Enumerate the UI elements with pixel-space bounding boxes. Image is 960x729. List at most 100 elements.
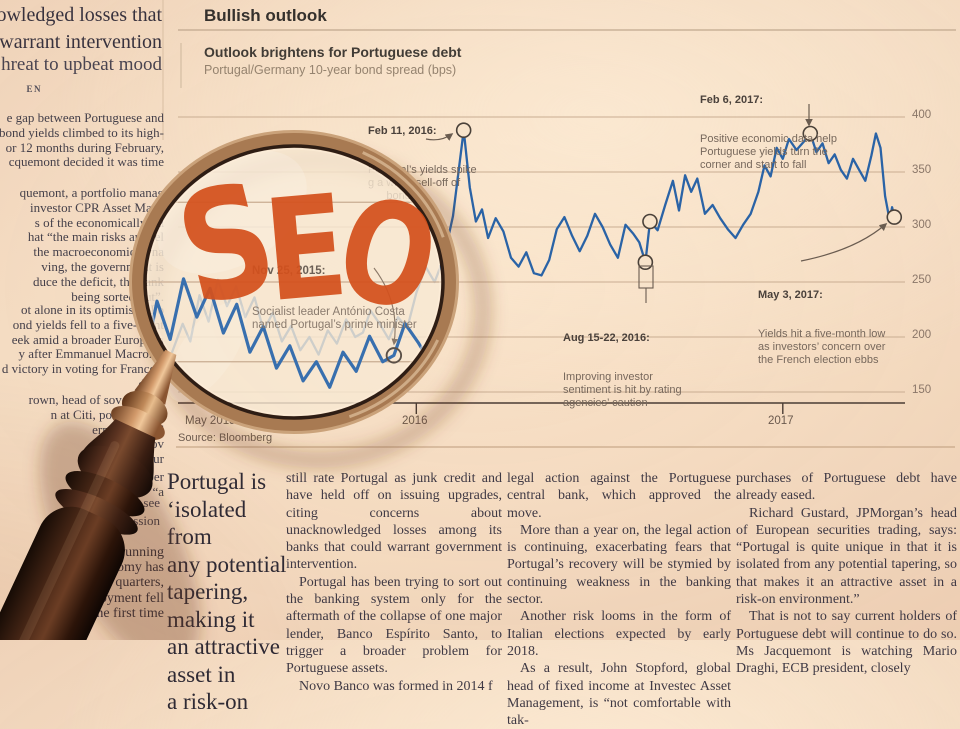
left-headline: knowledged losses that warrant interventi… <box>0 2 162 56</box>
ytick-150: 150 <box>912 384 932 396</box>
paragraph: still rate Portugal as junk credit and h… <box>286 471 502 573</box>
article-col-3: legal action against the Portuguese cent… <box>507 470 731 729</box>
body-line: ot alone in its optimism. Po <box>20 302 164 317</box>
paragraph: That is not to say current holders of Po… <box>736 609 957 677</box>
body-line: d victory in voting for France’s <box>1 361 164 377</box>
body-line: investor CPR Asset Mana <box>30 199 164 215</box>
headline-line: knowledged losses that <box>0 4 162 26</box>
paragraph: legal action against the Portuguese cent… <box>507 471 731 521</box>
body-line: economy has <box>90 560 164 576</box>
byline: EN <box>26 84 42 94</box>
body-line: hat “the main risks are bel <box>27 229 164 245</box>
headline-line: tapering, <box>167 579 249 604</box>
left-body-a: e gap between Portuguese and bond yields … <box>0 110 164 170</box>
annotation-line: sentiment is hit by rating <box>563 384 682 396</box>
headline-line: asset in <box>167 661 236 687</box>
body-line: ond yields fell to a five-mont <box>12 316 164 332</box>
marker-aug-dip-high <box>642 213 658 230</box>
body-line: s of the economically fra <box>34 214 164 230</box>
annotation-line: agencies’ caution <box>563 397 648 409</box>
annotation-date: Feb 11, 2016: <box>368 125 437 137</box>
body-line: ving, the government is <box>41 258 164 274</box>
annotation-aug: Aug 15-22, 2016: Improving investor senti… <box>563 306 682 436</box>
paragraph: Novo Banco was formed in 2014 f <box>299 678 493 694</box>
body-line: quemont, a portfolio manag <box>19 185 164 200</box>
ytick-250: 250 <box>912 274 932 286</box>
ytick-400: 400 <box>912 109 932 121</box>
body-line: zone sov <box>118 436 164 452</box>
annotation-date: May 3, 2017: <box>758 289 823 301</box>
annotation-line: Portuguese yields turn the <box>700 146 828 158</box>
body-line: n at Citi, points out th <box>50 406 164 422</box>
source-label: Source: Bloomberg <box>178 432 273 444</box>
marker-may3-low <box>886 209 903 225</box>
marker-aug-dip-low <box>637 254 654 271</box>
body-line: ernment bond <box>92 421 164 437</box>
xlabel-2017: 2017 <box>768 415 794 427</box>
section-title: Bullish outlook <box>204 6 327 25</box>
paragraph: purchases of Portuguese debt have alread… <box>736 471 957 504</box>
headline-line: warrant intervention <box>0 31 162 53</box>
body-line: bond yields climbed to its high- <box>0 124 164 140</box>
body-fragment: see <box>143 495 160 510</box>
left-body-f: is running economy has straight quarters, u… <box>0 545 164 621</box>
paragraph: More than a year on, the legal action is… <box>507 522 731 608</box>
body-line: ive retur <box>120 451 164 467</box>
annotation-line: Improving investor <box>563 371 653 383</box>
deck-line: hreat to upbeat mood <box>1 54 162 75</box>
body-line: digits for the first time <box>38 605 164 621</box>
ytick-350: 350 <box>912 164 932 176</box>
paragraph: Portugal has been trying to sort out the… <box>286 574 502 677</box>
article-headline: Portugal is ‘isolated from any potential ta… <box>167 468 292 716</box>
body-line: is running <box>107 545 164 560</box>
headline-line: ‘isolated from <box>167 496 247 550</box>
aug-dip-box <box>638 265 654 289</box>
headline-line: an attractive <box>167 634 281 659</box>
xlabel-2016: 2016 <box>402 415 428 427</box>
body-line: rown, head of sovereign d <box>28 392 164 407</box>
body-line: e gap between Portuguese and <box>6 110 164 125</box>
body-line: y after Emmanuel Macron’s <box>18 346 164 362</box>
ytick-200: 200 <box>912 329 932 341</box>
annotation-date: Feb 6, 2017: <box>700 94 763 106</box>
paragraph: Richard Gustard, JPMorgan’s head of Euro… <box>736 505 957 608</box>
annotation-may3: May 3, 2017: Yields hit a five-month low… <box>758 263 885 393</box>
body-line: cquemont decided it was time <box>8 154 164 170</box>
left-body-b: quemont, a portfolio manag investor CPR A… <box>0 185 164 304</box>
body-fragment: ression <box>123 513 160 528</box>
paragraph: As a result, John Stopford, global head … <box>507 661 731 729</box>
article-col-4: purchases of Portuguese debt have alread… <box>736 470 957 678</box>
annotation-line: the French election ebbs <box>758 354 879 366</box>
chart-subtitle: Portugal/Germany 10-year bond spread (bp… <box>204 63 457 77</box>
left-deck: hreat to upbeat mood <box>0 53 162 77</box>
annotation-line: Yields hit a five-month low <box>758 328 886 340</box>
body-line: 5.9 per <box>127 469 164 484</box>
x-axis <box>178 402 905 414</box>
body-line: eek amid a broader European <box>11 331 164 347</box>
paragraph: Another risk looms in the form of Italia… <box>507 609 731 659</box>
body-line: duce the deficit, the bank <box>32 273 164 289</box>
headline-line: a risk-on <box>167 689 249 714</box>
article-col-2: still rate Portugal as junk credit and h… <box>286 470 502 695</box>
chart-title: Outlook brightens for Portuguese debt <box>204 44 462 60</box>
body-line: straight quarters, <box>69 575 164 591</box>
left-body-c: ot alone in its optimism. Po ond yields f… <box>0 302 164 392</box>
headline-line: making it <box>167 606 255 632</box>
may3-arrow <box>800 222 888 262</box>
body-line: dent. <box>138 375 164 391</box>
annotation-date: Aug 15-22, 2016: <box>563 332 650 344</box>
headline-line: Portugal is <box>167 469 267 494</box>
xlabel-may-2015: May 2015 <box>185 415 236 427</box>
body-line: or 12 months during February, <box>5 139 164 155</box>
headline-line: any potential <box>167 551 287 577</box>
left-frags: see ression <box>0 494 160 530</box>
body-line: unemployment fell <box>57 590 164 606</box>
seo-letter-o: O <box>322 165 453 346</box>
body-line: the macroeconomic dyna <box>33 244 164 260</box>
ytick-300: 300 <box>912 219 932 231</box>
annotation-line: as investors’ concern over <box>758 341 886 353</box>
annotation-line: corner and start to fall <box>700 159 807 171</box>
annotation-line: Positive economic data help <box>700 133 837 145</box>
